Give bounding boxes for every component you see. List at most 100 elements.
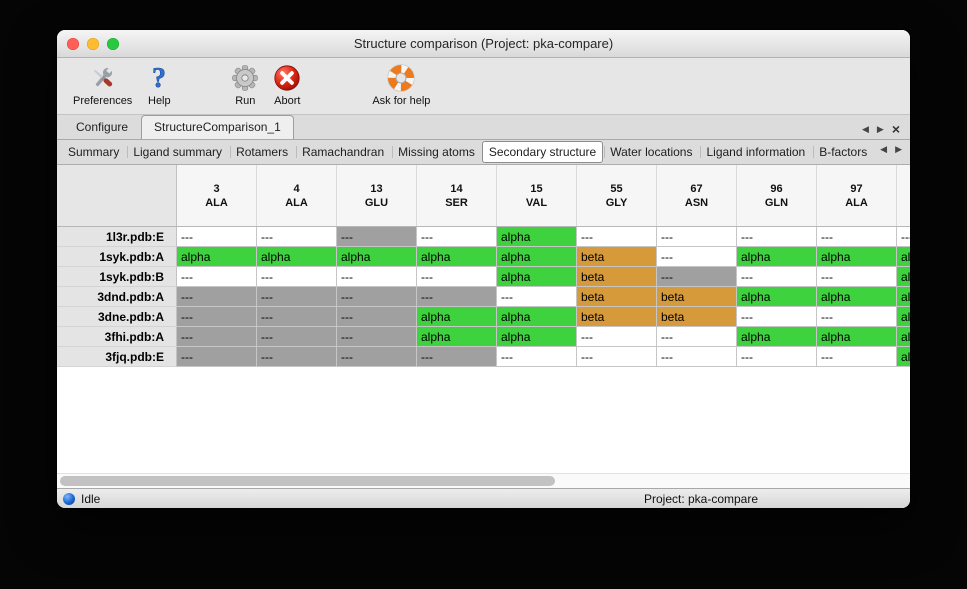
row-header-3dne-pdb-a[interactable]: 3dne.pdb:A <box>57 307 177 327</box>
view-tab-water-locations[interactable]: Water locations <box>603 141 699 163</box>
cell-3fjq-pdb-e-97[interactable]: --- <box>817 347 897 367</box>
column-header-67-asn[interactable]: 67 ASN <box>657 165 737 226</box>
cell-3fjq-pdb-e-x[interactable]: alpha <box>897 347 910 367</box>
cell-1syk-pdb-a-97[interactable]: alpha <box>817 247 897 267</box>
cell-1syk-pdb-a-55[interactable]: beta <box>577 247 657 267</box>
cell-3dnd-pdb-a-14[interactable]: --- <box>417 287 497 307</box>
cell-1l3r-pdb-e-55[interactable]: --- <box>577 227 657 247</box>
cell-3fhi-pdb-a-55[interactable]: --- <box>577 327 657 347</box>
view-tab-ligand-summary[interactable]: Ligand summary <box>126 141 229 163</box>
view-tab-summary[interactable]: Summary <box>68 145 120 159</box>
cell-3fhi-pdb-a-4[interactable]: --- <box>257 327 337 347</box>
toolbar-abort-button[interactable]: Abort <box>266 63 308 107</box>
cell-3dne-pdb-a-13[interactable]: --- <box>337 307 417 327</box>
cell-1syk-pdb-b-96[interactable]: --- <box>737 267 817 287</box>
cell-3fhi-pdb-a-97[interactable]: alpha <box>817 327 897 347</box>
cell-3fjq-pdb-e-14[interactable]: --- <box>417 347 497 367</box>
cell-3fjq-pdb-e-13[interactable]: --- <box>337 347 417 367</box>
cell-3fjq-pdb-e-67[interactable]: --- <box>657 347 737 367</box>
cell-1syk-pdb-b-15[interactable]: alpha <box>497 267 577 287</box>
view-tab-rotamers[interactable]: Rotamers <box>229 141 295 163</box>
cell-1l3r-pdb-e-3[interactable]: --- <box>177 227 257 247</box>
cell-1syk-pdb-a-96[interactable]: alpha <box>737 247 817 267</box>
doc-tab-structurecomparison-1[interactable]: StructureComparison_1 <box>141 115 294 139</box>
view-tab-secondary-structure[interactable]: Secondary structure <box>481 141 604 163</box>
cell-1syk-pdb-a-14[interactable]: alpha <box>417 247 497 267</box>
view-tab-ligand-information[interactable]: Ligand information <box>699 141 812 163</box>
close-icon[interactable]: × <box>891 121 900 137</box>
cell-1syk-pdb-a-x[interactable]: alpha <box>897 247 910 267</box>
row-header-1syk-pdb-a[interactable]: 1syk.pdb:A <box>57 247 177 267</box>
column-header-55-gly[interactable]: 55 GLY <box>577 165 657 226</box>
cell-3dne-pdb-a-67[interactable]: beta <box>657 307 737 327</box>
cell-3dnd-pdb-a-67[interactable]: beta <box>657 287 737 307</box>
cell-3fhi-pdb-a-96[interactable]: alpha <box>737 327 817 347</box>
cell-1syk-pdb-b-3[interactable]: --- <box>177 267 257 287</box>
cell-3dne-pdb-a-97[interactable]: --- <box>817 307 897 327</box>
cell-1l3r-pdb-e-15[interactable]: alpha <box>497 227 577 247</box>
cell-3fjq-pdb-e-4[interactable]: --- <box>257 347 337 367</box>
cell-1syk-pdb-a-3[interactable]: alpha <box>177 247 257 267</box>
cell-1syk-pdb-a-67[interactable]: --- <box>657 247 737 267</box>
cell-1syk-pdb-b-13[interactable]: --- <box>337 267 417 287</box>
arrow-left-icon[interactable]: ◀ <box>880 144 888 154</box>
cell-3dne-pdb-a-x[interactable]: alpha <box>897 307 910 327</box>
cell-3dnd-pdb-a-97[interactable]: alpha <box>817 287 897 307</box>
cell-3dnd-pdb-a-15[interactable]: --- <box>497 287 577 307</box>
toolbar-ask-for-help-button[interactable]: Ask for help <box>366 63 436 107</box>
view-tab-ramachandran[interactable]: Ramachandran <box>295 141 391 163</box>
column-header-3-ala[interactable]: 3 ALA <box>177 165 257 226</box>
column-header-clipped[interactable] <box>897 165 910 226</box>
column-header-4-ala[interactable]: 4 ALA <box>257 165 337 226</box>
close-window-button[interactable] <box>67 37 79 50</box>
view-tab-b-factors[interactable]: B-factors <box>812 141 874 163</box>
cell-1l3r-pdb-e-13[interactable]: --- <box>337 227 417 247</box>
cell-1syk-pdb-a-4[interactable]: alpha <box>257 247 337 267</box>
cell-3dne-pdb-a-4[interactable]: --- <box>257 307 337 327</box>
cell-1syk-pdb-b-55[interactable]: beta <box>577 267 657 287</box>
cell-3dne-pdb-a-15[interactable]: alpha <box>497 307 577 327</box>
zoom-window-button[interactable] <box>107 37 119 50</box>
cell-3dne-pdb-a-3[interactable]: --- <box>177 307 257 327</box>
cell-3dnd-pdb-a-x[interactable]: alpha <box>897 287 910 307</box>
minimize-window-button[interactable] <box>87 37 99 50</box>
cell-3dne-pdb-a-14[interactable]: alpha <box>417 307 497 327</box>
row-header-3fjq-pdb-e[interactable]: 3fjq.pdb:E <box>57 347 177 367</box>
cell-3fhi-pdb-a-13[interactable]: --- <box>337 327 417 347</box>
cell-3fhi-pdb-a-67[interactable]: --- <box>657 327 737 347</box>
column-header-14-ser[interactable]: 14 SER <box>417 165 497 226</box>
cell-3fhi-pdb-a-15[interactable]: alpha <box>497 327 577 347</box>
row-header-3dnd-pdb-a[interactable]: 3dnd.pdb:A <box>57 287 177 307</box>
cell-1syk-pdb-a-15[interactable]: alpha <box>497 247 577 267</box>
row-header-1syk-pdb-b[interactable]: 1syk.pdb:B <box>57 267 177 287</box>
column-header-96-gln[interactable]: 96 GLN <box>737 165 817 226</box>
column-header-13-glu[interactable]: 13 GLU <box>337 165 417 226</box>
row-header-3fhi-pdb-a[interactable]: 3fhi.pdb:A <box>57 327 177 347</box>
cell-1syk-pdb-b-97[interactable]: --- <box>817 267 897 287</box>
doc-tab-configure[interactable]: Configure <box>76 120 129 134</box>
cell-3fjq-pdb-e-55[interactable]: --- <box>577 347 657 367</box>
cell-3fjq-pdb-e-3[interactable]: --- <box>177 347 257 367</box>
cell-1l3r-pdb-e-97[interactable]: --- <box>817 227 897 247</box>
horizontal-scrollbar-thumb[interactable] <box>60 476 555 486</box>
column-header-15-val[interactable]: 15 VAL <box>497 165 577 226</box>
cell-3dnd-pdb-a-3[interactable]: --- <box>177 287 257 307</box>
arrow-right-icon[interactable]: ▶ <box>895 144 902 154</box>
view-tab-missing-atoms[interactable]: Missing atoms <box>391 141 482 163</box>
cell-1l3r-pdb-e-96[interactable]: --- <box>737 227 817 247</box>
cell-3fjq-pdb-e-96[interactable]: --- <box>737 347 817 367</box>
cell-3dne-pdb-a-96[interactable]: --- <box>737 307 817 327</box>
cell-1l3r-pdb-e-67[interactable]: --- <box>657 227 737 247</box>
cell-1syk-pdb-b-4[interactable]: --- <box>257 267 337 287</box>
cell-1l3r-pdb-e-14[interactable]: --- <box>417 227 497 247</box>
row-header-1l3r-pdb-e[interactable]: 1l3r.pdb:E <box>57 227 177 247</box>
cell-1syk-pdb-a-13[interactable]: alpha <box>337 247 417 267</box>
toolbar-preferences-button[interactable]: Preferences <box>67 63 138 107</box>
cell-1l3r-pdb-e-x[interactable]: --- <box>897 227 910 247</box>
horizontal-scrollbar[interactable] <box>57 473 910 488</box>
cell-3fhi-pdb-a-3[interactable]: --- <box>177 327 257 347</box>
window-titlebar[interactable]: Structure comparison (Project: pka-compa… <box>57 30 910 58</box>
cell-3fjq-pdb-e-15[interactable]: --- <box>497 347 577 367</box>
cell-3fhi-pdb-a-x[interactable]: alpha <box>897 327 910 347</box>
cell-1l3r-pdb-e-4[interactable]: --- <box>257 227 337 247</box>
